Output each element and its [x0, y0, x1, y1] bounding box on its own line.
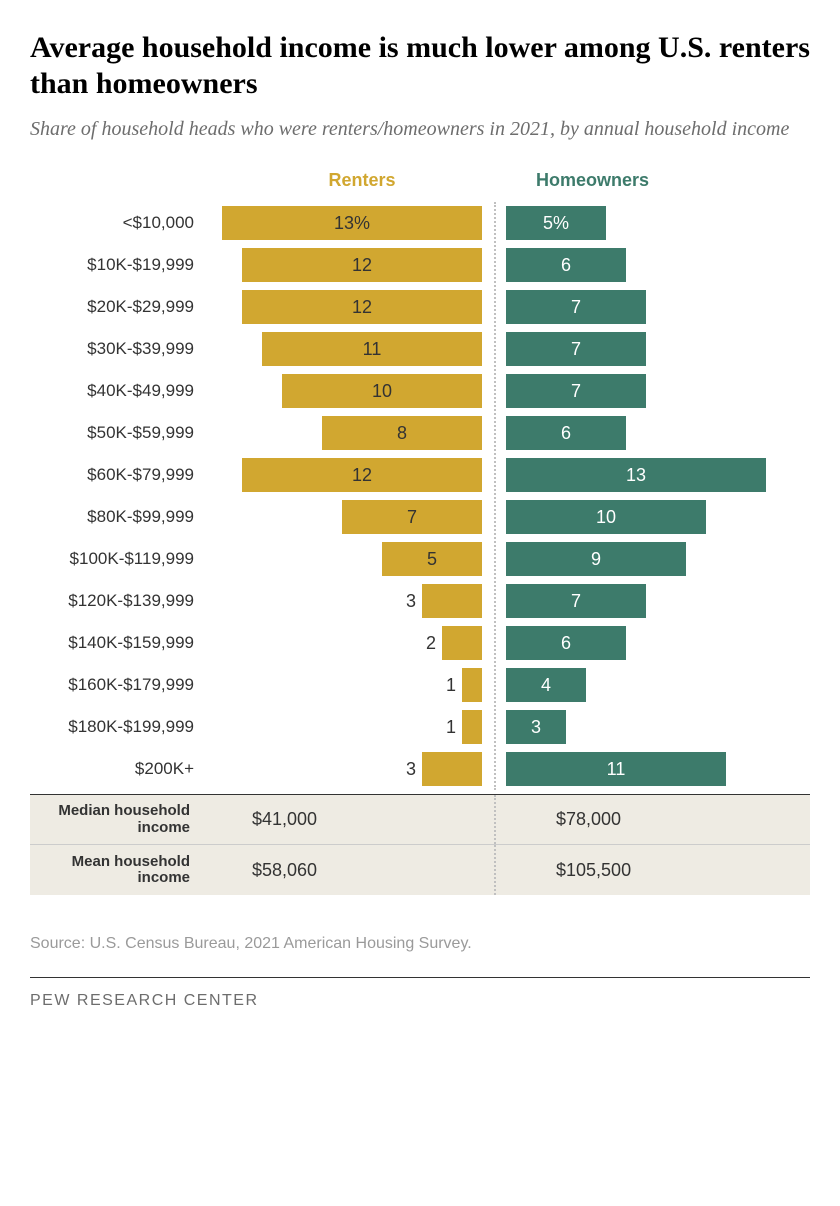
category-label: <$10,000	[30, 202, 202, 244]
homeowners-bar-row: 6	[506, 622, 786, 664]
homeowners-bar-row: 3	[506, 706, 786, 748]
renters-bar	[442, 626, 482, 660]
renters-bar-row: 3	[202, 748, 482, 790]
summary-row-median: Median household income $41,000 $78,000	[30, 795, 810, 845]
renters-bar-value: 3	[406, 759, 416, 780]
homeowners-header: Homeowners	[506, 170, 786, 202]
renters-bar: 13%	[222, 206, 482, 240]
category-labels-column: <$10,000$10K-$19,999$20K-$29,999$30K-$39…	[30, 170, 202, 790]
summary-median-renters: $41,000	[202, 809, 482, 830]
homeowners-bar-row: 4	[506, 664, 786, 706]
homeowners-bar-row: 7	[506, 580, 786, 622]
category-label: $30K-$39,999	[30, 328, 202, 370]
category-label: $200K+	[30, 748, 202, 790]
homeowners-column: Homeowners 5% 6 7 7 7 6 13 10 9 7 6 4 3 11	[506, 170, 786, 790]
summary-label-median: Median household income	[30, 803, 202, 836]
chart-subtitle: Share of household heads who were renter…	[30, 116, 810, 142]
renters-bar: 12	[242, 290, 482, 324]
renters-bar-row: 1	[202, 664, 482, 706]
homeowners-bar: 6	[506, 416, 626, 450]
column-divider	[482, 170, 506, 790]
homeowners-bar-row: 11	[506, 748, 786, 790]
renters-bar: 7	[342, 500, 482, 534]
category-label: $100K-$119,999	[30, 538, 202, 580]
renters-bar-row: 12	[202, 244, 482, 286]
homeowners-bar: 6	[506, 248, 626, 282]
renters-header: Renters	[202, 170, 482, 202]
homeowners-bar: 10	[506, 500, 706, 534]
category-label: $60K-$79,999	[30, 454, 202, 496]
category-label: $80K-$99,999	[30, 496, 202, 538]
renters-bar	[462, 710, 482, 744]
homeowners-bar: 7	[506, 290, 646, 324]
category-label: $40K-$49,999	[30, 370, 202, 412]
renters-bar-row: 12	[202, 454, 482, 496]
summary-mean-renters: $58,060	[202, 860, 482, 881]
summary-divider	[482, 845, 506, 895]
homeowners-bar: 4	[506, 668, 586, 702]
homeowners-bar: 9	[506, 542, 686, 576]
summary-row-mean: Mean household income $58,060 $105,500	[30, 845, 810, 895]
renters-bar-row: 8	[202, 412, 482, 454]
renters-bar-value: 1	[446, 717, 456, 738]
renters-bar-row: 7	[202, 496, 482, 538]
category-label: $160K-$179,999	[30, 664, 202, 706]
homeowners-bar: 3	[506, 710, 566, 744]
homeowners-bar-row: 7	[506, 328, 786, 370]
homeowners-bar: 7	[506, 374, 646, 408]
renters-column: Renters 13%121211108127532113	[202, 170, 482, 790]
renters-bar-row: 3	[202, 580, 482, 622]
renters-bar-row: 2	[202, 622, 482, 664]
renters-bar-row: 13%	[202, 202, 482, 244]
homeowners-bar: 11	[506, 752, 726, 786]
category-label: $20K-$29,999	[30, 286, 202, 328]
category-label: $120K-$139,999	[30, 580, 202, 622]
summary-label-mean: Mean household income	[30, 854, 202, 887]
footer-text: PEW RESEARCH CENTER	[30, 992, 810, 1010]
homeowners-bar: 5%	[506, 206, 606, 240]
chart-area: <$10,000$10K-$19,999$20K-$29,999$30K-$39…	[30, 170, 810, 790]
source-text: Source: U.S. Census Bureau, 2021 America…	[30, 935, 810, 953]
renters-bar-value: 1	[446, 675, 456, 696]
homeowners-bar-row: 10	[506, 496, 786, 538]
renters-bar-row: 1	[202, 706, 482, 748]
renters-bar-value: 3	[406, 591, 416, 612]
summary-median-homeowners: $78,000	[506, 809, 786, 830]
renters-bar: 8	[322, 416, 482, 450]
renters-bar-row: 10	[202, 370, 482, 412]
homeowners-bar: 7	[506, 584, 646, 618]
homeowners-bar: 6	[506, 626, 626, 660]
category-label: $50K-$59,999	[30, 412, 202, 454]
summary-divider	[482, 795, 506, 844]
renters-bar-value: 2	[426, 633, 436, 654]
renters-bar-row: 12	[202, 286, 482, 328]
homeowners-bar-row: 13	[506, 454, 786, 496]
homeowners-bar-row: 5%	[506, 202, 786, 244]
renters-bar	[462, 668, 482, 702]
homeowners-bar-row: 7	[506, 286, 786, 328]
footer-divider	[30, 977, 810, 978]
renters-bar: 11	[262, 332, 482, 366]
renters-bar: 12	[242, 458, 482, 492]
homeowners-bar: 7	[506, 332, 646, 366]
renters-bar: 5	[382, 542, 482, 576]
renters-bar: 12	[242, 248, 482, 282]
category-label: $140K-$159,999	[30, 622, 202, 664]
summary-table: Median household income $41,000 $78,000 …	[30, 794, 810, 895]
category-label: $10K-$19,999	[30, 244, 202, 286]
renters-bar-row: 11	[202, 328, 482, 370]
renters-bar	[422, 752, 482, 786]
homeowners-bar: 13	[506, 458, 766, 492]
renters-bar-row: 5	[202, 538, 482, 580]
homeowners-bar-row: 6	[506, 244, 786, 286]
summary-mean-homeowners: $105,500	[506, 860, 786, 881]
homeowners-bar-row: 9	[506, 538, 786, 580]
homeowners-bar-row: 6	[506, 412, 786, 454]
category-label: $180K-$199,999	[30, 706, 202, 748]
renters-bar: 10	[282, 374, 482, 408]
renters-bar	[422, 584, 482, 618]
chart-title: Average household income is much lower a…	[30, 30, 810, 102]
homeowners-bar-row: 7	[506, 370, 786, 412]
